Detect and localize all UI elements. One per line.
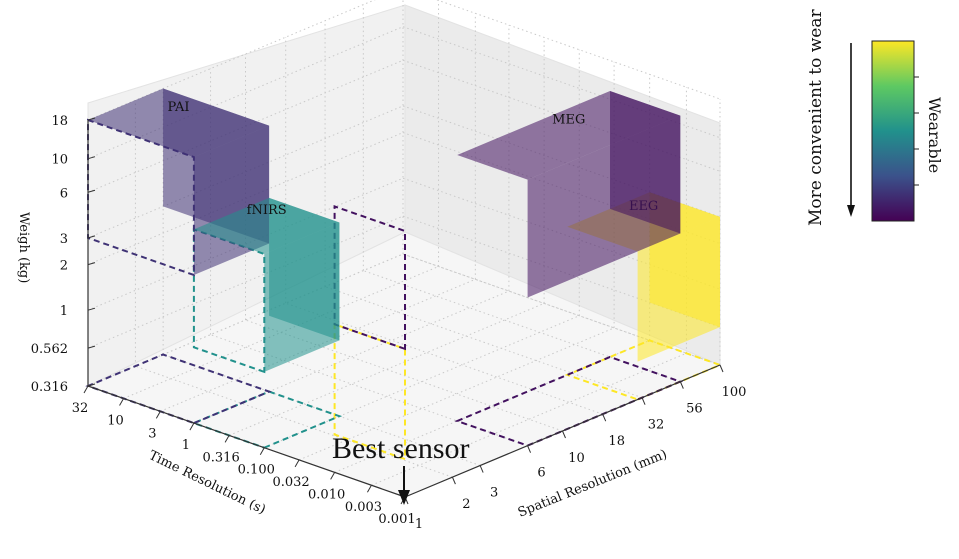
colorbar	[871, 40, 915, 222]
z-tick-mark	[87, 262, 96, 266]
z-tick-mark	[87, 189, 96, 193]
x-tick-label: 1	[415, 517, 423, 532]
x-tick-mark	[527, 445, 532, 453]
z-tick-label: 0.316	[31, 380, 68, 395]
box-label-pai: PAI	[167, 100, 189, 115]
y-axis-line	[87, 385, 406, 498]
y-tick-label: 0.003	[345, 500, 382, 515]
x-axis-label: Spatial Resolution (mm)	[516, 447, 669, 521]
box-face-top	[193, 197, 340, 254]
x-tick-mark	[451, 476, 456, 485]
x-tick-label: 56	[686, 402, 703, 417]
y-tick-mark	[294, 459, 300, 468]
box-meg: MEG	[457, 91, 681, 298]
z-tick-label: 0.562	[31, 342, 68, 357]
x-tick-mark	[562, 430, 566, 439]
y-tick-label: 0.032	[272, 475, 309, 490]
box-fnirs: fNIRS	[193, 197, 340, 372]
x-tick-mark	[641, 397, 646, 405]
y-tick-mark	[259, 447, 265, 455]
grid-line	[324, 286, 643, 399]
x-tick-label: 32	[648, 418, 665, 433]
grid-line	[160, 278, 476, 412]
y-tick-mark	[189, 422, 195, 431]
y-tick-mark	[224, 435, 230, 443]
box-pai: PAI	[88, 88, 270, 275]
y-tick-mark	[366, 484, 372, 493]
x-tick-label: 6	[537, 466, 545, 481]
x-tick-label: 3	[490, 486, 498, 501]
projection-wall-meg	[333, 204, 406, 351]
colorbar-label: Wearable	[925, 97, 944, 173]
grid-line	[123, 265, 439, 399]
grid-line	[135, 365, 453, 478]
x-tick-label: 18	[608, 434, 625, 449]
z-tick-mark	[87, 156, 96, 160]
grid-line	[193, 290, 510, 424]
y-tick-label: 0.010	[308, 487, 345, 502]
z-tick-label: 18	[51, 114, 68, 129]
z-axis-label: Weigh (kg)	[16, 212, 31, 283]
box-face-top	[457, 91, 681, 180]
z-tick-label: 3	[60, 232, 68, 247]
grid-line	[87, 253, 404, 387]
z-tick-mark	[87, 345, 96, 349]
tick-labels: 1236101832561000.0010.0030.0100.0320.100…	[31, 114, 747, 532]
x-tick-mark	[479, 465, 484, 473]
y-tick-label: 10	[107, 413, 124, 428]
grid-line	[210, 334, 528, 447]
z-tick-label: 6	[60, 186, 68, 201]
colorbar-ticks	[914, 76, 919, 186]
y-tick-label: 3	[148, 426, 156, 441]
box-face-top	[88, 88, 270, 158]
y-tick-label: 0.001	[378, 512, 415, 527]
z-tick-mark	[87, 117, 96, 121]
z-tick-label: 2	[60, 259, 68, 274]
grid-line	[87, 0, 376, 121]
x-tick-label: 10	[568, 451, 585, 466]
grid-line	[87, 177, 404, 311]
convenience-arrowhead	[847, 205, 855, 217]
x-tick-mark	[719, 364, 724, 373]
grid-line	[87, 215, 404, 349]
box-label-meg: MEG	[552, 112, 585, 127]
grid-line	[435, 0, 721, 100]
convenience-arrow-label: More convenient to wear	[806, 9, 826, 226]
z-tick-mark	[87, 235, 96, 239]
best-sensor-label: Best sensor	[332, 432, 470, 465]
best-sensor-arrowhead	[398, 490, 410, 505]
grid-line	[371, 352, 687, 486]
y-tick-label: 32	[72, 401, 89, 416]
grid-line	[228, 302, 545, 436]
y-tick-label: 0.316	[203, 450, 240, 465]
grid-line	[363, 270, 681, 383]
grid-line	[264, 315, 580, 449]
x-tick-label: 100	[722, 385, 747, 400]
y-tick-label: 1	[182, 438, 190, 453]
box-label-fnirs: fNIRS	[247, 203, 287, 218]
z-tick-label: 1	[60, 304, 68, 319]
y-tick-mark	[155, 411, 161, 419]
y-tick-mark	[330, 472, 336, 480]
y-tick-label: 0.100	[238, 463, 275, 478]
x-tick-mark	[602, 413, 607, 422]
z-tick-mark	[87, 307, 96, 311]
x-tick-label: 2	[462, 497, 470, 512]
grid-line	[87, 132, 404, 266]
grid-line	[87, 26, 404, 160]
grid-line	[87, 105, 404, 239]
y-tick-mark	[119, 398, 124, 406]
sensor-boxes: EEGPAIMEGfNIRS	[88, 88, 720, 372]
grid-line	[298, 327, 615, 461]
z-tick-label: 10	[51, 153, 68, 168]
x-tick-mark	[679, 381, 684, 389]
z-tick-mark	[87, 383, 96, 387]
y-tick-mark	[83, 385, 89, 394]
grid-line	[87, 59, 404, 193]
